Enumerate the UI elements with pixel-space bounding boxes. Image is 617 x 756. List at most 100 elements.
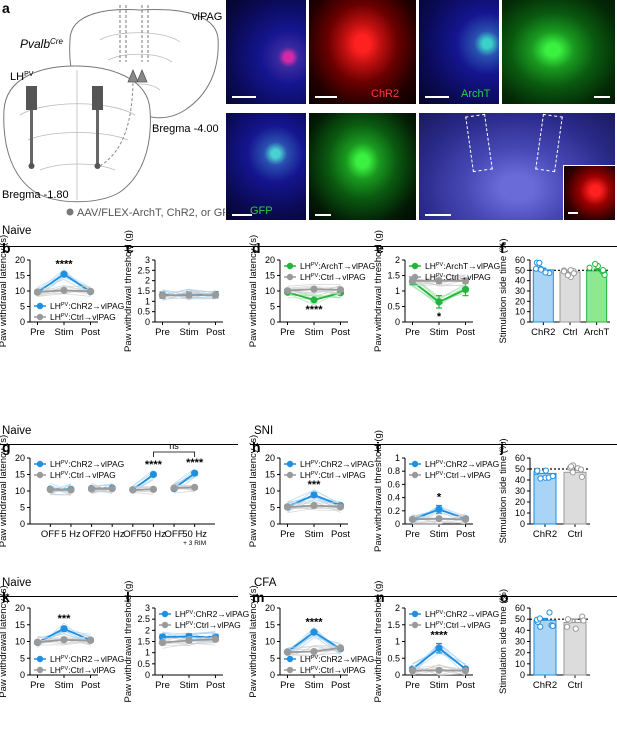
y-tick-label: 20 xyxy=(265,255,275,265)
bregma-caudal-label: Bregma -4.00 xyxy=(152,123,219,135)
panel-letter-o: o xyxy=(500,589,509,605)
individual-point xyxy=(569,469,576,476)
legend-swatch-dot xyxy=(36,666,44,674)
x-tick-label: Pre xyxy=(30,327,45,338)
chart-panel-k: k 0 5 10 15 20 Paw withdrawal latency (s) Pre St… xyxy=(0,585,124,697)
x-tick-label: Pre xyxy=(405,529,420,540)
section-divider xyxy=(0,444,238,445)
individual-point xyxy=(560,268,568,275)
y-tick-label: 0 xyxy=(20,519,25,529)
individual-trace xyxy=(412,276,466,287)
x-tick-label: Stim xyxy=(430,680,449,691)
section-naive-3: Naive xyxy=(2,577,32,589)
y-tick-label: 0.5 xyxy=(137,307,150,317)
x-tick-label: 20 Hz xyxy=(100,529,125,540)
legend-swatch-dot xyxy=(286,262,294,270)
y-tick-label: 3 xyxy=(145,603,150,613)
y-tick-label: 10 xyxy=(515,307,525,317)
x-tick-label: Stim xyxy=(305,327,324,338)
mean-point xyxy=(283,287,292,295)
mean-point xyxy=(283,503,292,511)
chart-panel-i: i 0 0.2 0.4 0.6 0.8 1 Paw withdrawal threshold … xyxy=(373,430,499,552)
y-tick-label: 2.5 xyxy=(137,265,150,275)
individual-trace xyxy=(173,490,195,494)
mean-point xyxy=(435,666,443,674)
y-tick-label: 30 xyxy=(515,286,525,296)
mean-point xyxy=(60,270,68,278)
individual-point xyxy=(578,473,586,480)
virus-legend-dot xyxy=(66,208,74,216)
individual-point xyxy=(572,625,579,632)
individual-trace xyxy=(37,640,91,646)
individual-trace xyxy=(37,285,91,297)
legend-label: LHPV:ChR2→vlPAG xyxy=(425,459,499,469)
x-tick-label: 50 Hz xyxy=(141,529,166,540)
y-tick-label: 20 xyxy=(15,255,25,265)
mean-point xyxy=(86,636,95,645)
y-tick-label: 10 xyxy=(515,508,525,518)
y-tick-label: 2 xyxy=(395,603,400,613)
x-tick-label: Post xyxy=(331,680,350,691)
y-tick-label: 0.5 xyxy=(387,302,400,312)
x-tick-label: Stim xyxy=(305,529,324,540)
individual-point xyxy=(567,463,575,470)
individual-point xyxy=(549,622,556,630)
individual-point xyxy=(546,609,553,616)
y-tick-label: 40 xyxy=(515,276,525,286)
individual-trace xyxy=(412,275,466,287)
panel-letter-a: a xyxy=(2,0,10,16)
mouse-line-superscript: Cre xyxy=(50,37,63,46)
y-tick-label: 10 xyxy=(515,659,525,669)
legend-label: LHPV:ChR2→vlPAG xyxy=(300,459,374,469)
legend-swatch-dot xyxy=(411,610,419,618)
individual-point xyxy=(586,264,593,271)
significance-marker: **** xyxy=(55,258,73,270)
x-tick-label: Post xyxy=(456,680,475,691)
legend-swatch-dot xyxy=(286,471,294,479)
individual-trace xyxy=(287,283,341,287)
y-tick-label: 0.6 xyxy=(387,479,400,489)
legend-label: LHPV:Ctrl→vlPAG xyxy=(425,470,491,480)
panel-letter-i: i xyxy=(376,439,380,455)
y-tick-label: 2.5 xyxy=(137,614,150,624)
mean-point xyxy=(170,484,178,492)
chart-panel-l: l 00.511.5 22.53 Paw withdrawal threshold (… xyxy=(123,581,249,703)
y-tick-label: 5 xyxy=(20,653,25,663)
mean-point xyxy=(435,298,443,306)
individual-point xyxy=(592,260,599,268)
significance-marker: * xyxy=(437,492,442,504)
individual-trace xyxy=(173,468,195,485)
mean-point xyxy=(67,486,75,494)
legend-label: LHPV:Ctrl→vlPAG xyxy=(50,470,116,480)
legend-swatch-dot xyxy=(286,273,294,281)
legend-label: LHPV:Ctrl→vlPAG xyxy=(300,272,366,282)
legend-swatch-dot xyxy=(411,460,419,468)
x-tick-label: Post xyxy=(206,680,225,691)
x-tick-label: Stim xyxy=(430,529,449,540)
mean-point xyxy=(211,635,220,643)
image-fiber-placement xyxy=(419,113,615,220)
chart-panel-e: e 0 0.5 1 1.5 2 Paw withdrawal threshold (g) Pr… xyxy=(373,230,500,352)
y-axis-label: Paw withdrawal latency (s) xyxy=(0,435,9,547)
section-cfa: CFA xyxy=(254,577,277,589)
mean-point xyxy=(191,483,199,491)
legend-swatch-dot xyxy=(411,621,419,629)
y-tick-label: 0 xyxy=(20,670,25,680)
y-tick-label: 5 xyxy=(270,302,275,312)
legend-label: LHPV:ArchT→vlPAG xyxy=(300,261,375,271)
vlpag-label: vlPAG xyxy=(192,11,222,23)
x-tick-label: OFF xyxy=(82,529,101,540)
mean-point xyxy=(461,277,470,285)
x-tick-label: Stim xyxy=(55,680,74,691)
mean-point xyxy=(60,636,68,644)
x-tick-label: Stim xyxy=(180,327,199,338)
y-tick-label: 40 xyxy=(515,625,525,635)
injection-schematic: a PvalbCre LHPV vlPAG Bregma -4.00 Bregm… xyxy=(2,0,225,219)
individual-point xyxy=(577,466,585,473)
bregma-rostral-label: Bregma -1.80 xyxy=(2,189,69,201)
legend-label: LHPV:ArchT→vlPAG xyxy=(425,261,500,271)
chr2-image-label: ChR2 xyxy=(371,88,400,100)
individual-point xyxy=(536,615,543,622)
y-tick-label: 20 xyxy=(15,453,25,463)
mean-point xyxy=(435,505,443,514)
